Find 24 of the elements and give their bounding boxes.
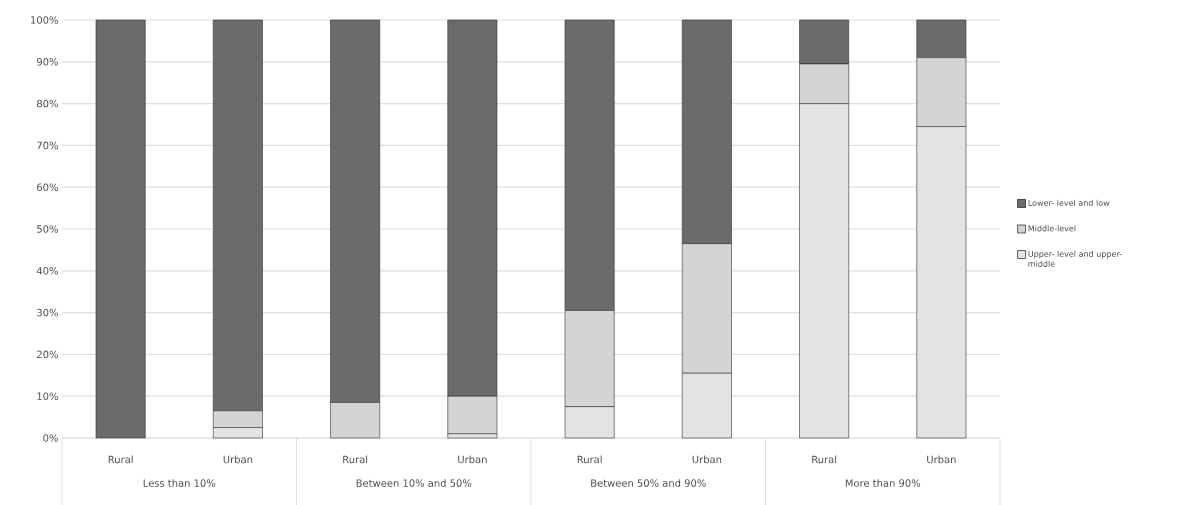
text: Between 10% and 50% [356,479,472,487]
text: Between 50% and 90% [591,479,706,487]
y-tick-label: 70% [37,141,58,150]
text: Less than 10% [143,479,216,487]
y-tick-label: 40% [36,267,58,275]
y-tick-label: 90% [36,58,58,66]
y-tick-label: 60% [37,183,58,191]
text: More than 90% [845,479,921,487]
y-tick-label: 30% [37,308,58,317]
x-tick-label: Rural [343,455,368,464]
y-tick-label: 100% [31,16,58,24]
bar [95,19,146,439]
x-tick-label: Urban [927,455,956,464]
y-tick-label: 50% [37,225,58,233]
x-tick-label: Rural [108,455,133,464]
x-tick-label: Urban [692,455,722,464]
x-tick-label: Rural [812,455,837,464]
y-tick-label: 0% [43,434,58,442]
y-tick-label: 20% [37,350,58,359]
y-tick-label: 80% [37,99,58,108]
x-tick-label: Rural [577,455,602,464]
x-tick-label: Urban [223,455,253,464]
x-tick-label: Urban [458,455,487,464]
y-tick-label: 10% [37,392,58,400]
